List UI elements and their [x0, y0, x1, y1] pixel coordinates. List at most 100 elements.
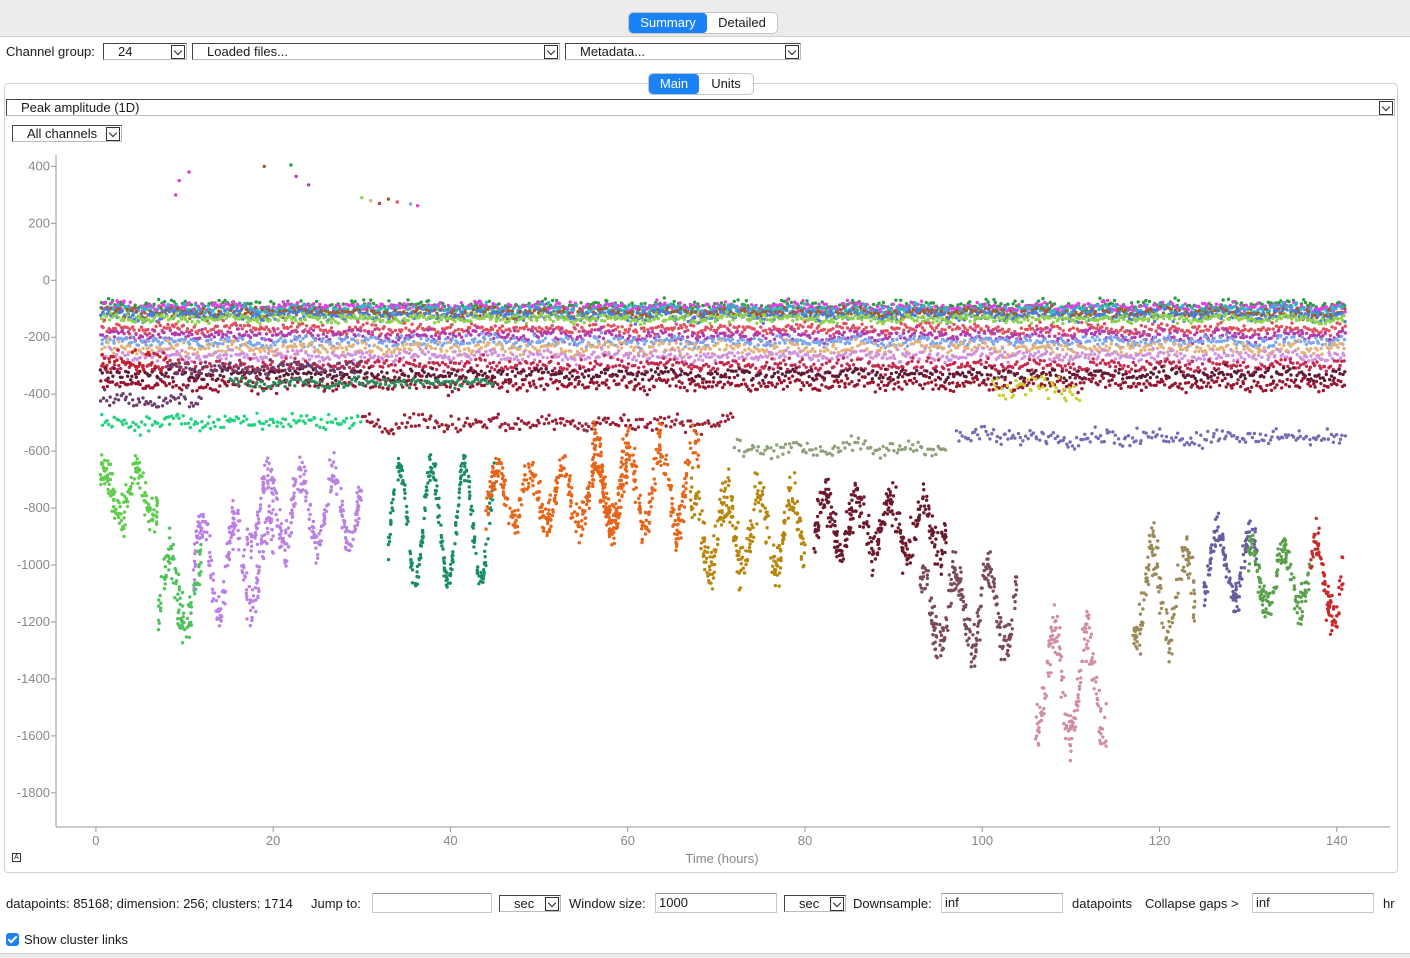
data-point — [612, 323, 616, 327]
data-point — [369, 315, 374, 320]
data-point — [321, 323, 325, 327]
channel-group-select[interactable]: 24 — [103, 43, 187, 60]
data-point — [1291, 312, 1295, 316]
data-point — [550, 324, 554, 328]
metadata-label: Metadata... — [580, 44, 646, 59]
tab-units[interactable]: Units — [711, 76, 741, 91]
data-point — [295, 330, 299, 334]
data-point — [940, 317, 945, 321]
data-point — [535, 329, 540, 333]
data-point — [690, 310, 694, 314]
data-point — [358, 316, 362, 320]
data-point — [1153, 312, 1157, 316]
data-point — [1068, 327, 1072, 331]
data-point — [932, 317, 936, 321]
data-point — [1187, 303, 1192, 308]
data-point — [183, 299, 187, 303]
data-point — [406, 318, 411, 323]
data-point — [1242, 307, 1247, 311]
data-point — [627, 316, 631, 320]
data-point — [672, 326, 676, 330]
data-point — [580, 310, 584, 314]
data-point — [316, 325, 321, 329]
data-point — [1095, 303, 1099, 308]
data-point — [578, 307, 582, 311]
data-point — [616, 325, 620, 329]
data-point — [103, 301, 107, 305]
data-point — [134, 332, 138, 336]
loaded-files-select[interactable]: Loaded files... — [192, 43, 560, 60]
data-point — [137, 328, 141, 332]
data-point — [254, 327, 258, 331]
data-point — [735, 306, 739, 310]
data-point — [1066, 338, 1070, 343]
metadata-select[interactable]: Metadata... — [565, 43, 801, 60]
data-point — [706, 302, 710, 306]
tab-main[interactable]: Main — [649, 74, 699, 94]
data-point — [932, 329, 937, 333]
scatter-chart[interactable]: 4002000-200-400-600-800-1000-1200-1400-1… — [0, 145, 1400, 875]
data-point — [461, 329, 466, 333]
x-tick-label: 0 — [92, 833, 99, 848]
data-point — [445, 326, 450, 330]
feature-select[interactable]: Peak amplitude (1D) — [6, 99, 1395, 116]
data-point — [944, 306, 949, 310]
data-point — [301, 330, 305, 334]
data-point — [257, 313, 261, 317]
data-point — [224, 333, 228, 337]
data-point — [182, 306, 187, 310]
data-point — [755, 321, 759, 325]
data-point — [518, 309, 523, 314]
data-point — [628, 334, 632, 338]
data-point — [181, 323, 186, 328]
data-point — [131, 325, 135, 329]
data-point — [1311, 330, 1315, 334]
data-point — [548, 317, 552, 321]
data-point — [795, 322, 799, 327]
data-point — [536, 335, 540, 339]
data-point — [1047, 334, 1052, 338]
data-point — [190, 319, 194, 324]
data-point — [764, 328, 768, 333]
data-point — [983, 302, 987, 306]
data-point — [1091, 326, 1096, 330]
data-point — [769, 304, 773, 308]
data-point — [1007, 327, 1011, 332]
data-point — [959, 314, 963, 318]
data-point — [726, 303, 731, 307]
data-point — [152, 302, 156, 306]
data-point — [1176, 327, 1181, 331]
data-point — [270, 333, 275, 337]
data-point — [401, 305, 406, 310]
data-point — [478, 300, 483, 304]
data-point — [235, 308, 239, 313]
data-point — [1197, 324, 1201, 329]
data-point — [217, 305, 221, 309]
data-point — [228, 312, 233, 317]
data-point — [526, 311, 531, 315]
data-point — [289, 325, 293, 329]
data-point — [160, 313, 164, 317]
data-point — [476, 306, 480, 310]
data-point — [943, 311, 947, 315]
data-point — [238, 309, 242, 313]
data-point — [973, 315, 978, 320]
data-point — [499, 311, 503, 315]
data-point — [1201, 329, 1206, 333]
data-point — [570, 330, 574, 335]
y-tick-label: 0 — [43, 272, 50, 287]
y-tick-label: -1200 — [17, 614, 50, 629]
data-point — [1088, 326, 1092, 331]
data-point — [469, 322, 474, 326]
data-point — [288, 314, 292, 318]
data-point — [1139, 323, 1144, 328]
data-point — [696, 302, 700, 306]
channel-select[interactable]: All channels — [12, 125, 122, 142]
data-point — [402, 302, 406, 306]
data-point — [522, 311, 526, 315]
data-point — [973, 328, 977, 333]
tab-detailed[interactable]: Detailed — [718, 15, 766, 30]
data-point — [497, 314, 501, 318]
data-point — [103, 307, 108, 311]
tab-summary[interactable]: Summary — [629, 13, 707, 33]
